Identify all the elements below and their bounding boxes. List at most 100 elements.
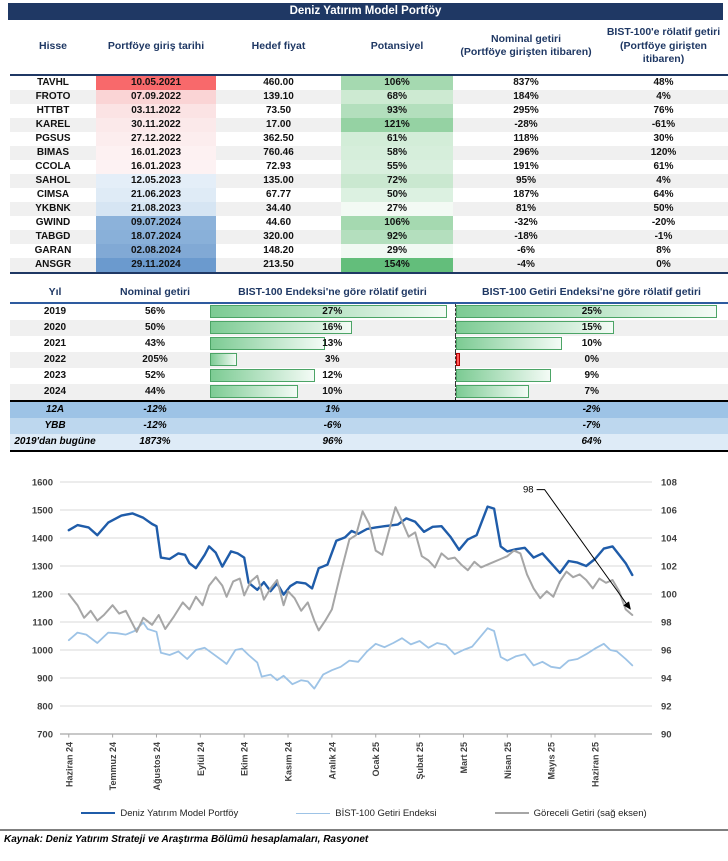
legend-label: Deniz Yatırım Model Portföy	[120, 807, 239, 819]
left-axis-label: 1600	[32, 477, 53, 488]
legend-line-swatch	[296, 812, 331, 814]
summary-row-3: 2019'dan bugüne 1873% 96% 64%	[10, 433, 728, 452]
nominal-return-cell: 44%	[100, 383, 210, 401]
portfolio-col-header-4: Nominal getiri (Portföye girişten itibare…	[460, 32, 592, 59]
yearly-table-body: 2019 56% 27% 25% 2020 50% 16% 15% 2021 43% 13% 10% 2…	[10, 302, 728, 452]
potential-cell: 106%	[341, 74, 453, 90]
entry-date-cell: 29.11.2024	[96, 257, 216, 273]
entry-date-cell: 18.07.2024	[96, 229, 216, 244]
target-price-cell: 44.60	[265, 217, 292, 229]
portfolio-col-header-1: Portföye giriş tarihi	[107, 39, 205, 52]
entry-date-cell: 03.11.2022	[96, 103, 216, 118]
bar-label: 25%	[581, 306, 602, 318]
entry-date-cell: 16.01.2023	[96, 145, 216, 160]
right-axis-label: 96	[661, 645, 672, 656]
potential-cell: 154%	[341, 257, 453, 273]
left-axis-label: 1500	[32, 505, 53, 516]
relative-return-cell: 30%	[653, 133, 674, 145]
nominal-return-cell: 50%	[100, 319, 210, 336]
nominal-return-cell: 187%	[513, 189, 539, 201]
potential-cell: 29%	[341, 243, 453, 258]
potential-cell: 93%	[341, 103, 453, 118]
legend-item-1: BİST-100 Getiri Endeksi	[296, 808, 437, 819]
entry-date-cell: 27.12.2022	[96, 131, 216, 146]
potential-cell: 106%	[341, 215, 453, 230]
series-line-0	[67, 505, 634, 596]
target-price-cell: 148.20	[263, 245, 294, 257]
bar-label: 10%	[322, 386, 343, 398]
portfolio-table-header: Hisse Portföye giriş tarihi Hedef fiyat Pot…	[10, 20, 728, 75]
nominal-return-cell: -12%	[100, 399, 210, 418]
relative-bist100tr-cell: 7%	[454, 383, 728, 401]
left-axis-label: 1200	[32, 589, 53, 600]
bar-label: 13%	[322, 338, 343, 350]
x-axis-label: Nisan 25	[503, 742, 513, 779]
relative-bist100tr-cell: -7%	[455, 417, 728, 434]
potential-cell: 55%	[341, 159, 453, 174]
portfolio-row-TABGD: TABGD 18.07.2024 320.00 92% -18% -1%	[10, 229, 728, 244]
x-axis-label: Aralık 24	[327, 742, 337, 780]
series-line-1	[67, 621, 634, 690]
relative-bist100-cell: 16%	[210, 319, 455, 336]
yearly-col-header-2: BIST-100 Endeksi'ne göre rölatif getiri	[238, 285, 427, 298]
yearly-col-header-0: Yıl	[48, 285, 62, 298]
right-axis-label: 90	[661, 729, 672, 740]
target-price-cell: 73.50	[265, 105, 292, 117]
ticker-cell: GWIND	[35, 217, 71, 229]
potential-cell: 61%	[341, 131, 453, 146]
nominal-return-cell: -32%	[514, 217, 538, 229]
ticker-cell: FROTO	[10, 89, 96, 104]
target-price-cell: 213.50	[216, 257, 341, 273]
source-note: Kaynak: Deniz Yatırım Strateji ve Araştı…	[0, 828, 728, 845]
right-axis-label: 106	[661, 505, 677, 516]
chart-legend: Deniz Yatırım Model Portföy BİST-100 Geti…	[0, 808, 728, 819]
x-axis-label: Mart 25	[459, 742, 469, 774]
ticker-cell: HTTBT	[36, 105, 70, 117]
portfolio-col-header-5: BIST-100'e rölatif getiri (Portföye giriş…	[606, 26, 721, 66]
relative-return-cell: 0%	[599, 257, 728, 273]
yearly-row-2020: 2020 50% 16% 15%	[10, 319, 728, 336]
relative-return-cell: 64%	[653, 189, 674, 201]
yearly-row-2024: 2024 44% 10% 7%	[10, 383, 728, 401]
portfolio-table: Hisse Portföye giriş tarihi Hedef fiyat Pot…	[10, 20, 728, 274]
bar-label: 27%	[322, 306, 343, 318]
x-axis-label: Kasım 24	[284, 742, 294, 782]
x-axis-label: Mayıs 25	[547, 742, 557, 780]
relative-bist100tr-cell: 10%	[454, 335, 728, 352]
year-cell: 2023	[43, 370, 67, 382]
portfolio-row-TAVHL: TAVHL 10.05.2021 460.00 106% 837% 48%	[10, 74, 728, 90]
right-axis-label: 94	[661, 673, 672, 684]
summary-row-2: YBB -12% -6% -7%	[10, 417, 728, 434]
entry-date-cell: 07.09.2022	[96, 89, 216, 104]
relative-bist100-cell: -6%	[210, 417, 455, 434]
relative-return-cell: 8%	[656, 245, 671, 257]
portfolio-row-GARAN: GARAN 02.08.2024 148.20 29% -6% 8%	[10, 243, 728, 258]
summary-row-1: 12A -12% 1% -2%	[10, 399, 728, 418]
ticker-cell: TABGD	[10, 229, 96, 244]
yearly-col-header-3: BIST-100 Getiri Endeksi'ne göre rölatif …	[482, 285, 701, 298]
portfolio-col-header-3: Potansiyel	[370, 39, 424, 52]
x-axis-label: Haziran 24	[64, 742, 74, 787]
year-cell: 2024	[10, 383, 100, 401]
relative-bist100-cell: 3%	[210, 351, 455, 368]
nominal-return-cell: 56%	[144, 306, 165, 318]
nominal-return-cell: 191%	[513, 161, 539, 173]
ticker-cell: BIMAS	[10, 145, 96, 160]
bar-label: 16%	[322, 322, 343, 334]
relative-bist100-cell: 96%	[210, 433, 455, 452]
ticker-cell: ANSGR	[10, 257, 96, 273]
relative-bist100tr-cell: -2%	[455, 399, 728, 418]
relative-return-cell: 4%	[599, 173, 728, 188]
yearly-row-2022: 2022 205% 3% 0%	[10, 351, 728, 368]
right-axis-label: 92	[661, 701, 672, 712]
yearly-col-header-1: Nominal getiri	[119, 285, 190, 298]
ticker-cell: CIMSA	[36, 189, 70, 201]
relative-bist100-cell: 13%	[210, 336, 455, 352]
nominal-return-cell: 81%	[453, 201, 599, 216]
x-axis-label: Haziran 25	[590, 742, 600, 787]
target-price-cell: 460.00	[263, 77, 294, 89]
target-price-cell: 17.00	[216, 117, 341, 132]
entry-date-cell: 02.08.2024	[96, 243, 216, 258]
left-axis-label: 900	[37, 673, 53, 684]
portfolio-row-YKBNK: YKBNK 21.08.2023 34.40 27% 81% 50%	[10, 201, 728, 216]
